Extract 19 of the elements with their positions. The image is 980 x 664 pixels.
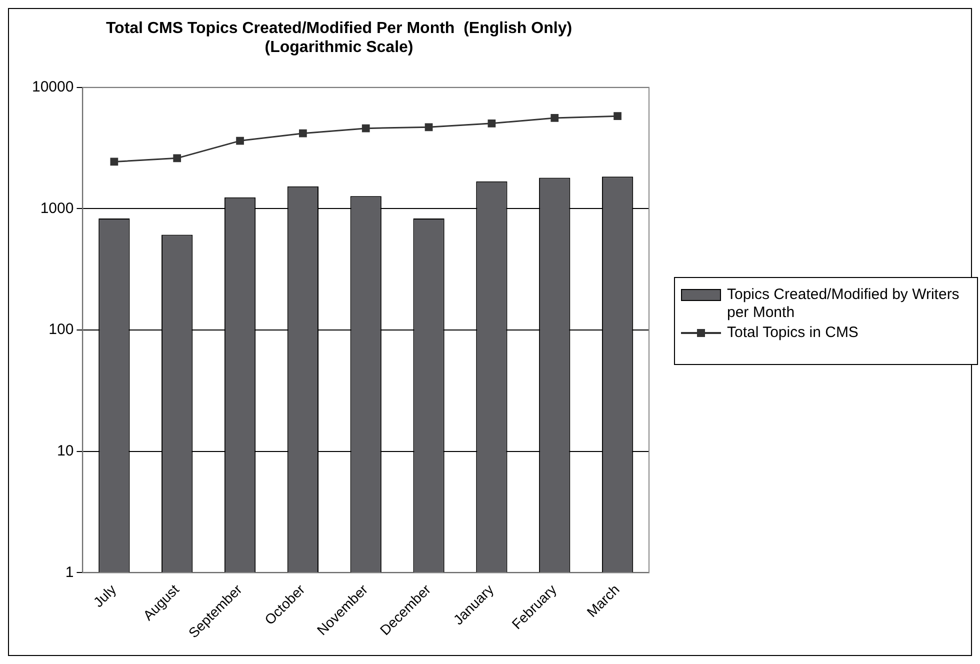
point [488,119,496,128]
point [550,114,559,122]
chart-title: Total CMS Topics Created/Modified Per Month (English Only) [106,20,572,38]
y-tick-label: 1000 [40,200,74,217]
point [173,154,182,162]
y-tick-label: 10 [57,442,74,460]
point [299,129,307,138]
y-tick-label: 100 [48,321,74,338]
point [236,136,244,145]
point [614,112,622,120]
point [424,123,433,132]
legend-label: Topics Created/Modified by Writers per Month [727,286,960,322]
point [110,158,118,166]
y-tick-label: 1 [65,564,74,581]
legend-label: Total Topics in CMS [727,324,858,342]
point [362,124,370,132]
y-tick-label: 10000 [32,78,74,96]
x-tick-label: July [90,581,120,610]
chart-subtitle: (Logarithmic Scale) [264,39,414,56]
